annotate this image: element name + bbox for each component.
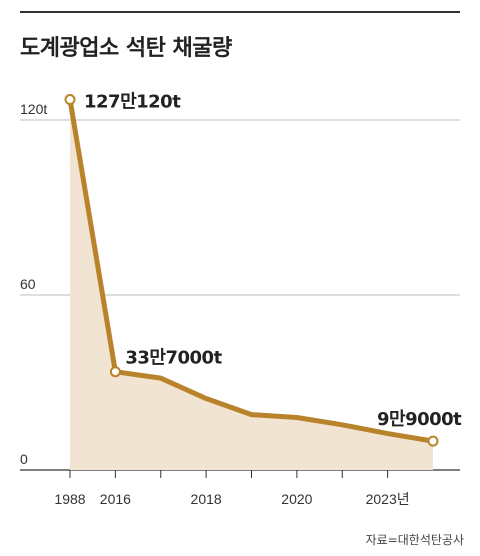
data-label: 9만9000t	[377, 409, 462, 430]
area-fill	[70, 99, 433, 470]
x-tick-label: 2016	[100, 491, 131, 507]
x-tick-label: 1988	[54, 491, 85, 507]
data-point-marker	[427, 435, 439, 447]
y-axis: 120t 60 0	[20, 101, 47, 467]
data-label: 33만7000t	[125, 348, 222, 369]
top-rule	[20, 11, 460, 13]
x-axis: 1988 2016 2018 2020 2023년	[54, 470, 410, 507]
data-label: 127만120t	[84, 92, 181, 113]
data-points	[64, 94, 439, 447]
data-point-marker	[64, 94, 76, 106]
data-labels: 127만120t 33만7000t 9만9000t	[84, 92, 463, 431]
chart-title: 도계광업소 석탄 채굴량	[20, 36, 232, 61]
x-tick-label: 2023년	[366, 491, 410, 507]
y-tick-label: 0	[20, 451, 28, 467]
series-line	[67, 99, 434, 444]
y-tick-label: 60	[20, 276, 36, 292]
x-tick-label: 2018	[191, 491, 222, 507]
data-point-marker	[109, 366, 121, 378]
y-tick-label: 120t	[20, 101, 47, 117]
source-note: 자료=대한석탄공사	[365, 533, 464, 547]
x-tick-label: 2020	[281, 491, 312, 507]
